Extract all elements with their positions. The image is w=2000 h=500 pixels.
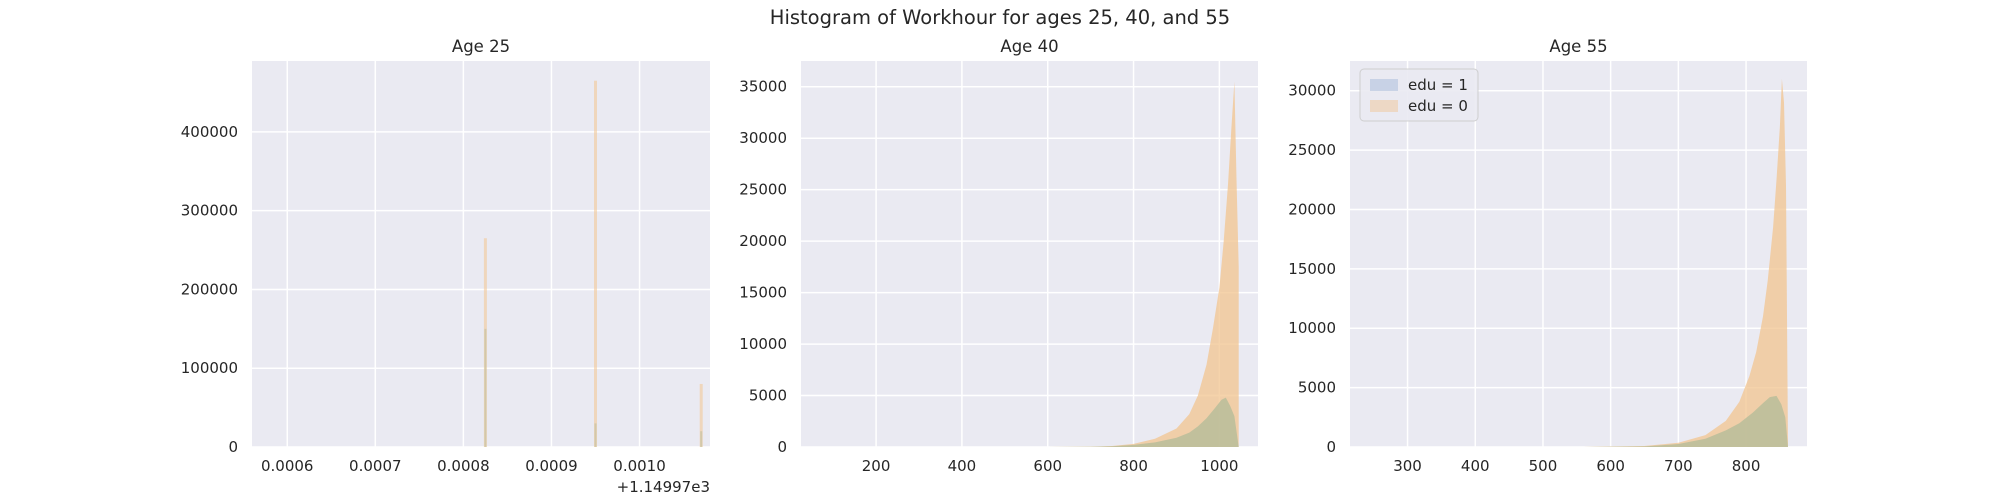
x-tick-label: 0.0010 (613, 457, 666, 475)
x-tick-label: 400 (1461, 457, 1490, 475)
x-tick-label: 0.0006 (261, 457, 314, 475)
histogram-bar-edu1 (700, 431, 703, 447)
legend-swatch (1370, 79, 1398, 91)
legend-label: edu = 0 (1408, 97, 1468, 115)
histogram-bar-edu1 (594, 423, 597, 447)
y-tick-label: 20000 (739, 232, 787, 250)
x-tick-label: 1000 (1200, 457, 1238, 475)
y-tick-label: 5000 (749, 387, 787, 405)
y-tick-label: 15000 (1288, 260, 1336, 278)
x-tick-label: 0.0007 (349, 457, 402, 475)
y-tick-label: 15000 (739, 284, 787, 302)
x-tick-label: 0.0008 (437, 457, 490, 475)
x-tick-label: 300 (1393, 457, 1422, 475)
x-tick-label: 700 (1664, 457, 1693, 475)
plot-area (252, 61, 710, 447)
y-tick-label: 30000 (1288, 82, 1336, 100)
subplot-title: Age 55 (1549, 37, 1607, 56)
x-tick-label: 800 (1119, 457, 1148, 475)
plot-area (801, 61, 1258, 447)
y-tick-label: 25000 (739, 181, 787, 199)
y-tick-label: 0 (777, 438, 787, 456)
x-tick-label: 600 (1033, 457, 1062, 475)
histogram-bar-edu1 (484, 328, 487, 447)
x-tick-label: 600 (1596, 457, 1625, 475)
y-tick-label: 25000 (1288, 141, 1336, 159)
x-tick-label: 800 (1732, 457, 1761, 475)
y-tick-label: 100000 (181, 359, 238, 377)
y-tick-label: 10000 (1288, 319, 1336, 337)
y-tick-label: 10000 (739, 335, 787, 353)
legend-swatch (1370, 100, 1398, 112)
plot-area (1350, 61, 1807, 447)
y-tick-label: 30000 (739, 129, 787, 147)
subplot-age-25: 0 100000 200000 300000 400000 0.0006 0.0007 0.0… (181, 37, 710, 496)
y-tick-label: 0 (228, 438, 238, 456)
y-tick-label: 35000 (739, 78, 787, 96)
histogram-series-edu1 (1047, 397, 1239, 447)
x-tick-label: 200 (862, 457, 891, 475)
subplot-title: Age 40 (1000, 37, 1058, 56)
histogram-series-edu1 (1583, 395, 1788, 447)
y-tick-label: 5000 (1298, 379, 1336, 397)
x-tick-label: 500 (1529, 457, 1558, 475)
subplot-title: Age 25 (452, 37, 510, 56)
x-offset-label: +1.14997e3 (617, 478, 710, 496)
histogram-bar-edu0 (594, 80, 597, 447)
y-tick-label: 200000 (181, 280, 238, 298)
y-tick-label: 300000 (181, 202, 238, 220)
figure-title: Histogram of Workhour for ages 25, 40, a… (769, 6, 1231, 29)
y-tick-label: 0 (1326, 438, 1336, 456)
histogram-bar-edu0 (699, 383, 703, 447)
y-tick-label: 20000 (1288, 200, 1336, 218)
y-tick-label: 400000 (181, 123, 238, 141)
subplot-age-55: 0 5000 10000 15000 20000 25000 30000 300 400 500 6… (1288, 37, 1807, 475)
legend-label: edu = 1 (1408, 76, 1468, 94)
legend-box (1359, 68, 1479, 122)
x-tick-label: 0.0009 (525, 457, 578, 475)
x-tick-label: 400 (948, 457, 977, 475)
subplot-age-40: 0 5000 10000 15000 20000 25000 30000 35000 200 40… (739, 37, 1258, 475)
